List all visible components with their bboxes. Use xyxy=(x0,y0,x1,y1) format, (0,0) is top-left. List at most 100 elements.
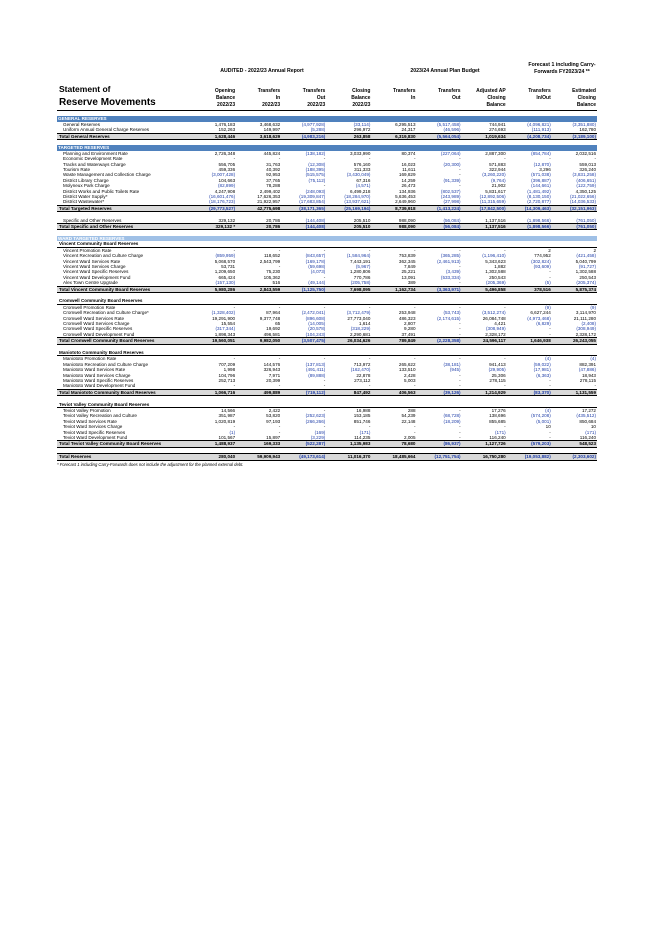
value-cell: 97,193 xyxy=(266,418,281,424)
total-row: Total Maniototo Community Board Reserves… xyxy=(57,388,597,397)
value-cell: - xyxy=(504,247,506,253)
value-cell: 1,488,937 xyxy=(191,440,237,448)
value-cell: (522,287) xyxy=(281,440,327,448)
col-header: 2022/23 xyxy=(352,102,371,108)
value-cell: 16,750,280 xyxy=(461,453,507,461)
value-cell: 4,421 xyxy=(494,320,506,326)
value-cell: - xyxy=(549,429,551,435)
value-cell: 134,936 xyxy=(398,188,416,194)
value-cell: 78,288 xyxy=(266,183,281,189)
col-header: Out xyxy=(316,95,326,101)
value-cell: (2,174,615) xyxy=(437,315,461,321)
value-cell: 15,897 xyxy=(266,435,281,441)
value-cell: 169,829 xyxy=(398,172,416,178)
value-cell: 1,280,806 xyxy=(349,269,371,275)
value-cell: (53,743) xyxy=(443,310,461,316)
value-cell: (9,764) xyxy=(491,177,506,183)
row-label: Maniototo Ward Services Charge xyxy=(63,372,131,378)
table-row: District Water Supply* (16,601,476) 17,626… xyxy=(57,194,597,199)
value-cell: 2 xyxy=(593,247,596,253)
value-cell: 665,424 xyxy=(218,274,236,280)
table-row: Alex Town Centre Upgrade (157,130) 516 (49,… xyxy=(57,280,597,286)
value-cell: (2,303,602) xyxy=(551,453,597,461)
value-cell: 1,998 xyxy=(223,367,236,373)
value-cell: (56,084) xyxy=(416,223,462,231)
value-cell: 17,272 xyxy=(581,408,596,414)
value-cell: (3,512,274) xyxy=(482,310,506,316)
value-cell: 169,333 xyxy=(236,440,282,448)
value-cell: 2,328,172 xyxy=(575,331,596,337)
value-cell: 18,485,664 xyxy=(371,453,417,461)
value-cell: (9) xyxy=(545,304,551,310)
row-label: District Library Charge xyxy=(63,177,109,183)
table-row: Teviot Ward Specific Reserves (1) - (169) (1… xyxy=(57,430,597,435)
value-cell: (3,439) xyxy=(446,269,461,275)
value-cell: 713,972 xyxy=(353,361,371,367)
value-cell: 75,230 xyxy=(266,269,281,275)
value-cell: 67,316 xyxy=(356,177,371,183)
value-cell: 17,276 xyxy=(491,408,506,414)
column-header-row-2: Reserve Movements Balance In Out Balance… xyxy=(57,95,597,108)
value-cell: 11,016,370 xyxy=(326,453,372,461)
value-cell: - xyxy=(278,356,281,362)
value-cell: (59,022) xyxy=(533,361,551,367)
value-cell: 24,317 xyxy=(401,127,416,133)
value-cell: (137,813) xyxy=(305,361,326,367)
section-band-label: TARGETED RESERVES xyxy=(57,145,597,151)
value-cell: - xyxy=(504,156,506,162)
value-cell: 2,328,172 xyxy=(485,331,506,337)
row-label: District Works and Public Toilets Rate xyxy=(63,188,140,194)
value-cell: (3,351,880) xyxy=(572,121,597,127)
row-label: Economic Development Rate xyxy=(63,156,123,162)
value-cell: 941,413 xyxy=(489,361,506,367)
value-cell: - xyxy=(459,372,461,378)
value-cell: (3,260,220) xyxy=(482,172,506,178)
table-row: Vincent Promotion Rate - - - - - - - 2 2 xyxy=(57,247,597,253)
value-cell: (4) xyxy=(545,408,551,414)
value-cell: 1,209,650 xyxy=(214,269,236,275)
value-cell: (27,998) xyxy=(443,199,461,205)
row-label: Total Maniototo Community Board Reserves xyxy=(57,388,192,397)
value-cell: - xyxy=(233,383,236,389)
value-cell: (111,913) xyxy=(531,127,551,133)
value-cell: 17,626,353 xyxy=(257,194,281,200)
value-cell: 556,705 xyxy=(218,161,236,167)
row-label: Planning and Environment Rate xyxy=(63,150,128,156)
value-cell: - xyxy=(278,304,281,310)
value-cell: (4,073) xyxy=(310,269,326,275)
row-label: Total Cromwell Community Board Reserves xyxy=(57,337,192,345)
value-cell: 59,909,943 xyxy=(236,453,282,461)
value-cell: 7,971 xyxy=(268,372,281,378)
value-cell: 516 xyxy=(272,280,281,286)
value-cell: 22,148 xyxy=(401,418,416,424)
table-row: Vincent Ward Development Fund 665,424 105,… xyxy=(57,275,597,280)
value-cell: (308,949) xyxy=(576,326,596,332)
value-cell: 16,988 xyxy=(356,408,371,414)
row-label: Total Teviot Valley Community Board Rese… xyxy=(57,440,192,448)
row-label: Cromwell Recreation and Culture Charge* xyxy=(63,310,149,316)
value-cell: (122,759) xyxy=(576,183,596,189)
row-label: General Reserves xyxy=(63,121,101,127)
value-cell: (365,285) xyxy=(440,253,461,259)
row-label: Teviot Valley Promotion xyxy=(63,408,111,414)
row-label: Teviot Ward Services Rate xyxy=(63,418,117,424)
value-cell: (18,209) xyxy=(443,418,461,424)
value-cell: 19,692 xyxy=(266,326,281,332)
value-cell: 20,399 xyxy=(266,378,281,383)
value-cell: 26,243,055 xyxy=(551,337,597,345)
table-row: District Wastewater* (18,176,723) 21,922,9… xyxy=(57,199,597,205)
value-cell: (302,824) xyxy=(531,258,551,264)
value-cell: 2,543,799 xyxy=(259,258,281,264)
value-cell: (802,537) xyxy=(440,188,461,194)
value-cell: 116,240 xyxy=(489,435,506,441)
value-cell: 9,377,748 xyxy=(259,315,281,321)
value-cell: - xyxy=(233,247,236,253)
value-cell: (32,151,963) xyxy=(551,204,597,213)
row-label: Total Targeted Reserves xyxy=(57,204,192,213)
col-header: Balance xyxy=(351,95,371,101)
value-cell: 6,499,218 xyxy=(349,188,371,194)
value-cell: 22,878 xyxy=(356,372,371,378)
value-cell: 14,259 xyxy=(401,177,416,183)
value-cell: (162,470) xyxy=(350,367,371,373)
value-cell: - xyxy=(368,247,371,253)
